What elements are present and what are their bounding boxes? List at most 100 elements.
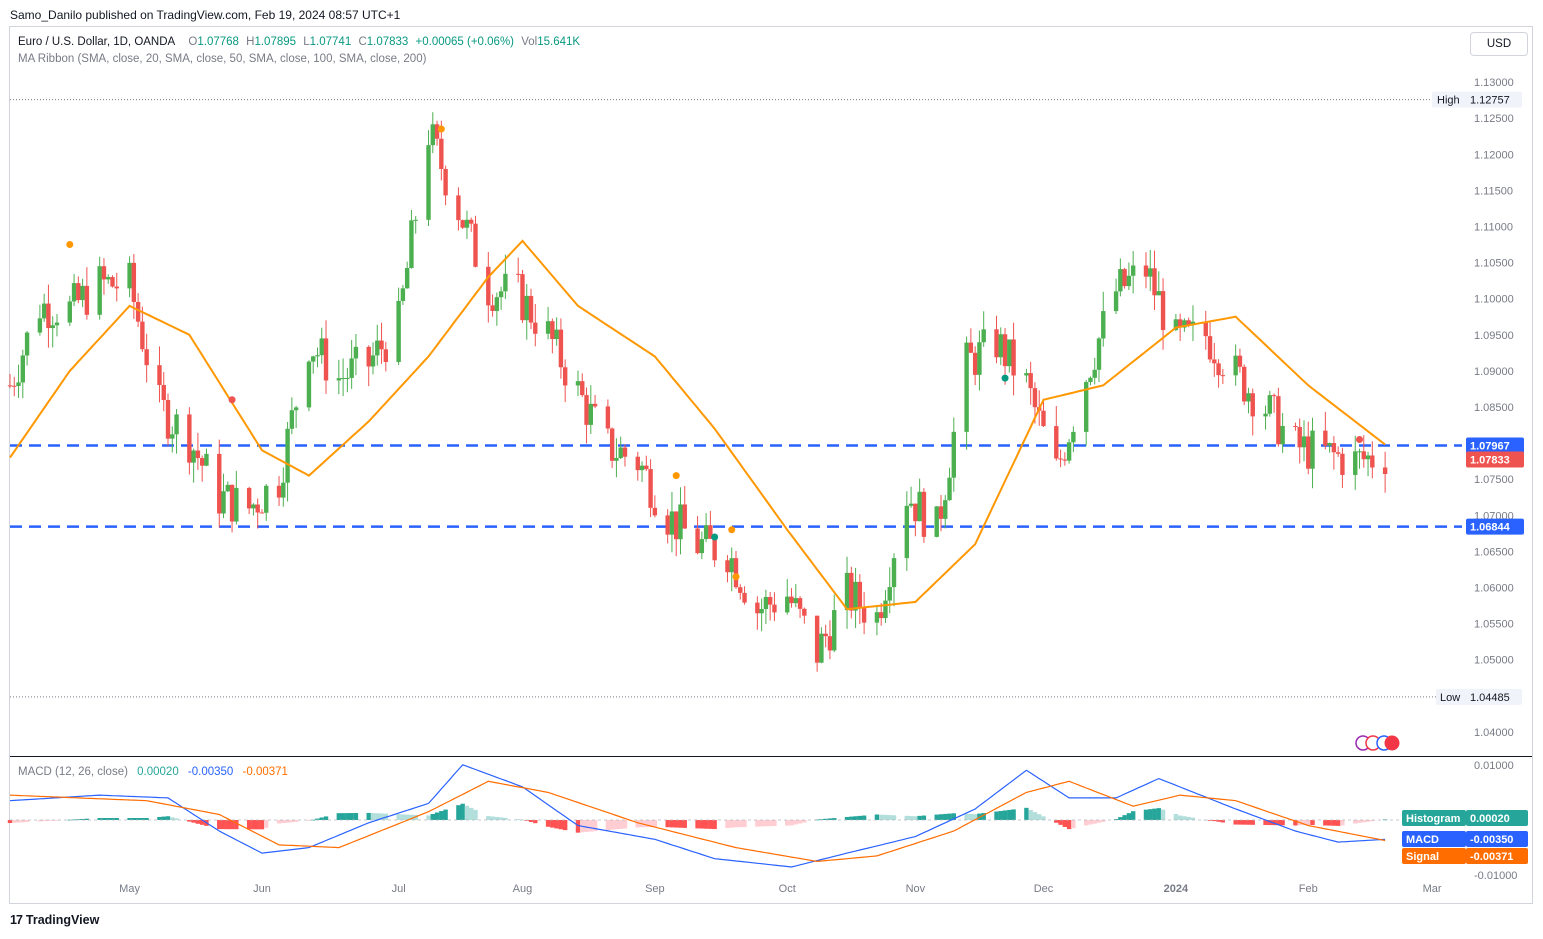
macd-histogram-bar bbox=[131, 818, 137, 820]
candle-body bbox=[1062, 459, 1068, 461]
macd-histogram-bar bbox=[311, 819, 316, 821]
macd-histogram-bar bbox=[1130, 811, 1136, 820]
candle-body bbox=[340, 378, 346, 380]
macd-histogram-bar bbox=[1293, 820, 1298, 826]
candle-body bbox=[618, 447, 623, 459]
candle-body bbox=[1237, 355, 1243, 367]
candle-body bbox=[678, 504, 683, 540]
candle-body bbox=[994, 329, 999, 358]
macd-histogram-bar bbox=[1353, 820, 1358, 824]
macd-histogram-bar bbox=[1246, 820, 1251, 825]
histogram-label-name-box bbox=[1402, 810, 1466, 826]
candle-body bbox=[814, 615, 820, 663]
candle-body bbox=[1263, 413, 1268, 417]
currency-button[interactable]: USD bbox=[1470, 32, 1528, 56]
time-axis-label: Sep bbox=[645, 883, 665, 895]
open-value: 1.07768 bbox=[197, 36, 239, 48]
macd-legend-macd: -0.00350 bbox=[187, 766, 234, 778]
macd-histogram-bar bbox=[793, 820, 798, 825]
macd-histogram-bar bbox=[221, 820, 226, 830]
candle-body bbox=[729, 558, 734, 573]
macd-histogram-bar bbox=[439, 811, 444, 820]
histogram-label-value: 0.00020 bbox=[1470, 813, 1510, 825]
candle-body bbox=[789, 596, 794, 604]
macd-histogram-bar bbox=[101, 818, 107, 820]
macd-histogram-bar bbox=[375, 813, 380, 820]
macd-histogram-bar bbox=[1156, 808, 1161, 820]
price-tick-label: 1.06000 bbox=[1474, 583, 1514, 595]
macd-histogram-bar bbox=[1216, 820, 1221, 822]
macd-histogram-bar bbox=[281, 820, 286, 824]
macd-histogram-bar bbox=[1220, 820, 1226, 823]
macd-histogram-bar bbox=[695, 820, 700, 829]
candle-body bbox=[37, 318, 43, 333]
candle-body bbox=[1323, 430, 1328, 446]
candle-body bbox=[1220, 375, 1226, 377]
candle-body bbox=[1203, 321, 1208, 337]
macd-histogram-bar bbox=[652, 820, 658, 827]
candle-body bbox=[938, 506, 944, 519]
candle-body bbox=[1083, 382, 1089, 432]
candle-body bbox=[285, 428, 290, 483]
macd-histogram-bar bbox=[127, 818, 132, 820]
price-tick-label: 1.13000 bbox=[1474, 77, 1514, 89]
candle-body bbox=[336, 378, 342, 381]
candle-body bbox=[1054, 426, 1059, 459]
candle-body bbox=[725, 560, 730, 573]
candle-body bbox=[174, 414, 179, 435]
candle-body bbox=[503, 273, 508, 292]
tradingview-logo[interactable]: 17 TradingView bbox=[10, 913, 99, 927]
macd-histogram-bar bbox=[550, 820, 555, 828]
macd-histogram-bar bbox=[430, 813, 435, 820]
candle-body bbox=[1280, 425, 1285, 445]
level-lower-label-box bbox=[1466, 518, 1524, 535]
candle-body bbox=[439, 138, 444, 169]
macd-label-name: MACD bbox=[1406, 834, 1439, 846]
candle-body bbox=[486, 266, 491, 306]
candle-body bbox=[669, 511, 675, 535]
candle-body bbox=[80, 285, 85, 301]
candle-body bbox=[819, 633, 824, 663]
macd-histogram-bar bbox=[575, 820, 581, 833]
candle-body bbox=[1357, 451, 1362, 453]
price-tick-label: 1.12000 bbox=[1474, 149, 1514, 161]
macd-histogram-bar bbox=[353, 813, 359, 820]
macd-histogram-bar bbox=[16, 820, 21, 823]
macd-histogram-bar bbox=[674, 820, 679, 828]
time-axis-label: Mar bbox=[1423, 883, 1442, 895]
candle-body bbox=[221, 491, 226, 514]
candle-body bbox=[1148, 268, 1153, 277]
macd-histogram-bar bbox=[1331, 820, 1337, 826]
close-label: C bbox=[358, 36, 367, 48]
macd-histogram-bar bbox=[1122, 815, 1127, 820]
macd-histogram-bar bbox=[682, 820, 687, 828]
candle-body bbox=[1032, 388, 1038, 408]
candle-body bbox=[545, 321, 551, 334]
candle-body bbox=[763, 596, 769, 609]
macd-histogram-bar bbox=[1335, 820, 1341, 826]
macd-histogram-bar bbox=[20, 820, 26, 823]
macd-label-value-box bbox=[1466, 831, 1528, 847]
candle-body bbox=[234, 487, 239, 522]
candle-body bbox=[908, 503, 914, 506]
macd-histogram-bar bbox=[853, 816, 858, 820]
candle-body bbox=[264, 485, 269, 513]
macd-histogram-bar bbox=[1096, 820, 1102, 823]
candle-body bbox=[315, 355, 320, 357]
candle-body bbox=[584, 395, 589, 425]
macd-histogram-bar bbox=[157, 816, 162, 820]
candle-body bbox=[609, 428, 615, 461]
candle-body bbox=[443, 168, 448, 196]
candle-body bbox=[1126, 275, 1132, 287]
signal-line bbox=[9, 780, 1386, 863]
macd-legend-title[interactable]: MACD (12, 26, close) bbox=[18, 766, 128, 778]
ma-ribbon-legend[interactable]: MA Ribbon (SMA, close, 20, SMA, close, 5… bbox=[18, 53, 427, 65]
level-upper-label-box bbox=[1466, 437, 1524, 454]
candle-body bbox=[1041, 410, 1046, 427]
macd-histogram-bar bbox=[883, 814, 888, 820]
candle-body bbox=[699, 539, 705, 554]
macd-histogram-bar bbox=[823, 818, 828, 820]
macd-histogram-bar bbox=[1037, 814, 1042, 820]
symbol-title[interactable]: Euro / U.S. Dollar, 1D, OANDA bbox=[18, 36, 176, 48]
